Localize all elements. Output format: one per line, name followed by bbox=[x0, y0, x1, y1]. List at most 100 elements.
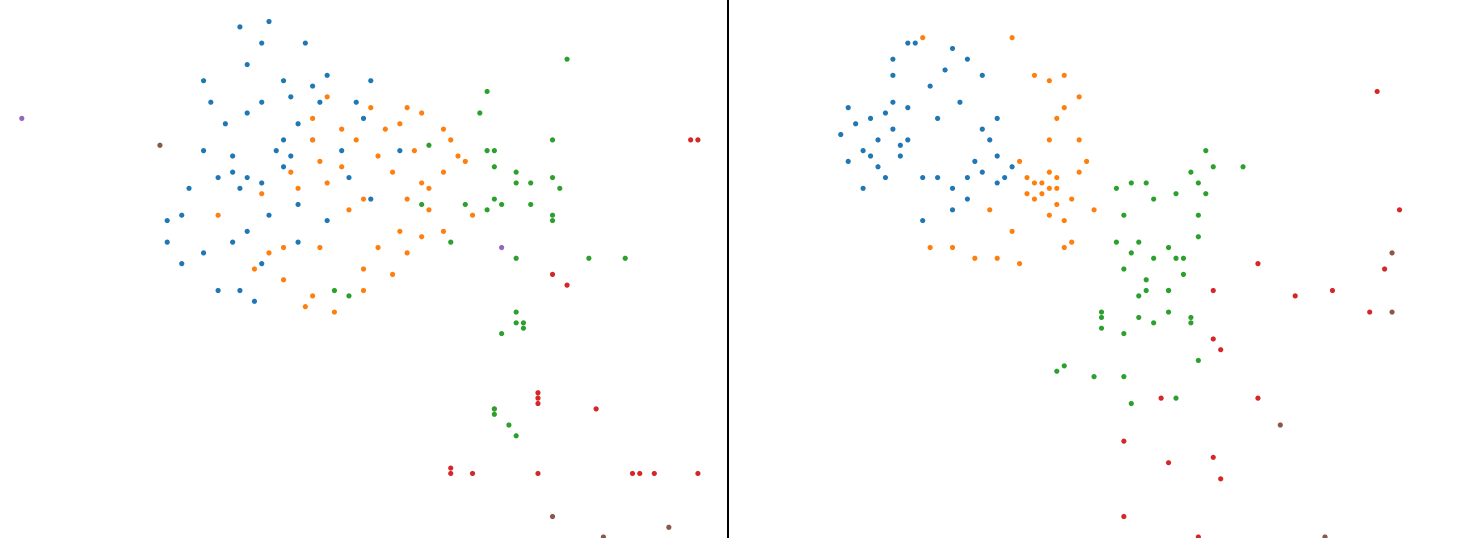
data-point bbox=[1367, 309, 1373, 315]
data-point bbox=[875, 137, 881, 143]
data-point bbox=[1136, 239, 1142, 245]
data-point bbox=[564, 282, 570, 288]
data-point bbox=[1195, 234, 1201, 240]
data-point bbox=[339, 148, 345, 154]
data-point bbox=[230, 169, 236, 175]
data-point bbox=[368, 78, 374, 84]
data-point bbox=[1210, 336, 1216, 342]
data-point bbox=[389, 169, 396, 175]
data-point bbox=[324, 94, 330, 100]
data-point bbox=[964, 174, 970, 181]
data-point bbox=[331, 287, 338, 294]
data-point bbox=[360, 115, 367, 121]
data-point bbox=[200, 148, 207, 154]
data-point bbox=[1098, 309, 1105, 315]
data-point bbox=[695, 470, 701, 477]
data-point bbox=[288, 169, 294, 175]
data-point bbox=[629, 470, 636, 477]
data-point bbox=[157, 142, 163, 148]
data-point bbox=[920, 217, 926, 224]
data-point bbox=[1277, 422, 1283, 428]
data-point bbox=[528, 201, 534, 208]
data-point bbox=[266, 18, 272, 25]
data-point bbox=[288, 153, 294, 159]
data-point bbox=[1009, 35, 1015, 41]
data-point bbox=[491, 148, 497, 154]
data-point bbox=[389, 271, 396, 277]
data-point bbox=[1039, 191, 1045, 197]
data-point bbox=[1002, 174, 1008, 181]
data-point bbox=[935, 174, 941, 181]
data-point bbox=[295, 185, 301, 191]
data-point bbox=[462, 158, 468, 164]
data-point bbox=[1382, 266, 1388, 272]
data-point bbox=[1210, 164, 1216, 170]
data-point bbox=[419, 201, 425, 208]
data-point bbox=[440, 228, 447, 234]
data-point bbox=[890, 72, 896, 78]
data-point bbox=[266, 212, 272, 218]
data-point bbox=[535, 390, 541, 396]
data-point bbox=[353, 137, 359, 143]
data-point bbox=[695, 137, 701, 143]
data-point bbox=[564, 56, 570, 62]
data-point bbox=[987, 207, 993, 213]
data-point bbox=[838, 131, 844, 138]
data-point bbox=[237, 185, 243, 191]
data-point bbox=[860, 148, 866, 154]
data-point bbox=[462, 201, 468, 208]
data-point bbox=[949, 185, 956, 191]
data-point bbox=[310, 137, 316, 143]
data-point bbox=[1195, 212, 1201, 218]
data-point bbox=[419, 180, 425, 186]
data-point bbox=[949, 45, 956, 52]
data-point bbox=[200, 250, 207, 256]
data-point bbox=[867, 153, 874, 159]
data-point bbox=[994, 153, 1000, 159]
data-point bbox=[853, 121, 859, 127]
data-point bbox=[535, 395, 541, 401]
data-point bbox=[1121, 513, 1127, 520]
data-point bbox=[360, 266, 367, 272]
data-point bbox=[1076, 169, 1082, 175]
data-point bbox=[927, 244, 933, 251]
data-point bbox=[1128, 250, 1134, 256]
data-point bbox=[1158, 395, 1164, 401]
series-4 bbox=[19, 115, 505, 251]
data-point bbox=[867, 115, 874, 121]
data-point bbox=[535, 400, 541, 407]
data-point bbox=[949, 207, 956, 213]
data-point bbox=[964, 56, 970, 62]
series-1 bbox=[215, 94, 497, 412]
data-point bbox=[237, 287, 243, 294]
data-point bbox=[295, 121, 301, 127]
data-point bbox=[520, 325, 527, 331]
data-point bbox=[200, 78, 207, 84]
data-point bbox=[317, 158, 323, 164]
data-point bbox=[419, 110, 425, 116]
data-point bbox=[1121, 374, 1127, 380]
data-point bbox=[484, 207, 490, 213]
data-point bbox=[1210, 454, 1216, 460]
data-point bbox=[1024, 174, 1030, 181]
data-point bbox=[1188, 169, 1194, 175]
data-point bbox=[397, 148, 403, 154]
data-point bbox=[994, 180, 1000, 186]
data-point bbox=[244, 61, 250, 68]
data-point bbox=[1218, 476, 1224, 482]
data-point bbox=[310, 115, 316, 121]
data-point bbox=[1143, 287, 1149, 294]
data-point bbox=[1218, 347, 1224, 353]
data-point bbox=[499, 330, 505, 337]
data-point bbox=[666, 524, 672, 530]
data-point bbox=[1240, 164, 1246, 170]
data-point bbox=[1046, 212, 1052, 218]
data-point bbox=[346, 293, 352, 299]
data-point bbox=[920, 35, 926, 41]
data-point bbox=[1069, 239, 1075, 245]
data-point bbox=[535, 470, 541, 477]
data-point bbox=[215, 212, 221, 218]
data-point bbox=[637, 470, 643, 477]
data-point bbox=[499, 244, 505, 251]
data-point bbox=[905, 105, 911, 111]
